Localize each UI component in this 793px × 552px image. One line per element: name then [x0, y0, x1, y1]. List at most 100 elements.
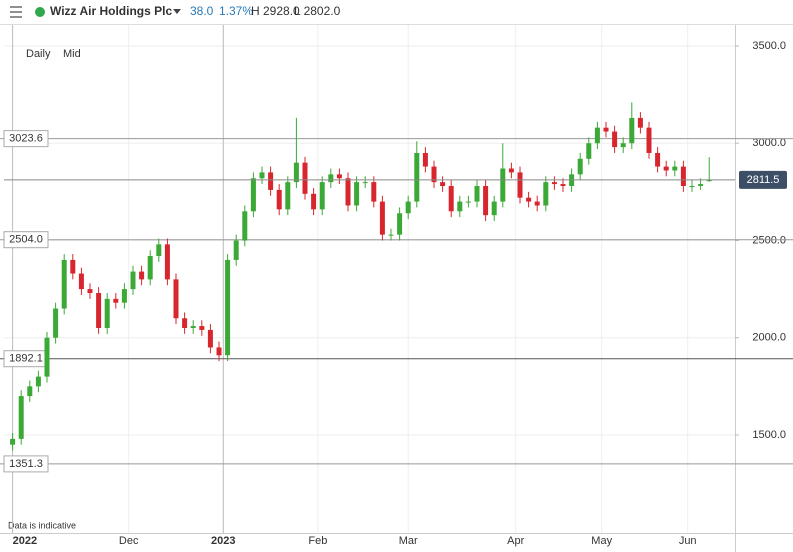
candle-body [448, 186, 454, 212]
candle-body [594, 127, 600, 144]
candle-body [379, 201, 385, 235]
price-type[interactable]: Mid [63, 48, 81, 60]
candle-body [491, 201, 497, 216]
candle-body [388, 234, 394, 236]
candle-body [457, 201, 463, 212]
candle-body [182, 318, 188, 328]
candle-body [336, 174, 342, 179]
candle-body [276, 189, 282, 210]
candle-body [637, 117, 643, 128]
change-pct: 1.37% [219, 4, 253, 18]
candle-body [698, 184, 704, 187]
candle-body [216, 347, 222, 356]
level-label-box [3, 455, 49, 473]
last-price-box [739, 170, 787, 189]
candle-body [483, 186, 489, 216]
level-label-box [3, 231, 49, 249]
candle-body [285, 182, 291, 210]
last-price-label: 2811.5 [747, 174, 780, 186]
menu-icon[interactable] [10, 6, 22, 18]
candle-body [534, 201, 540, 206]
candle-body [431, 166, 437, 183]
candle-body [78, 273, 84, 290]
x-tick-label: 2023 [211, 535, 235, 547]
candle-body [500, 168, 506, 202]
candle-body [35, 376, 41, 387]
candle-body [293, 162, 299, 183]
candle-body [121, 289, 127, 303]
candle-body [646, 127, 652, 153]
candle-body [156, 244, 162, 257]
level-label: 1892.1 [9, 353, 43, 365]
candle-body [130, 271, 136, 290]
candle-body [207, 329, 213, 348]
candle-body [104, 298, 110, 328]
candle-body [354, 182, 360, 206]
candle-body [302, 162, 308, 194]
level-label-box [3, 130, 49, 148]
interval[interactable]: Daily [26, 48, 51, 60]
candle-body [551, 182, 557, 185]
dropdown-arrow[interactable] [173, 9, 181, 14]
x-tick-label: Apr [507, 535, 524, 547]
y-tick-label: 1500.0 [752, 429, 786, 441]
candle-body [362, 182, 368, 184]
candle-body [517, 172, 523, 198]
status-dot [35, 7, 45, 17]
candle-body [577, 158, 583, 175]
candle-body [27, 386, 33, 397]
x-tick-label: Dec [119, 535, 139, 547]
candle-body [173, 279, 179, 319]
candle-body [311, 193, 317, 210]
candle-body [199, 326, 205, 330]
candle-body [474, 186, 480, 202]
candle-body [414, 152, 420, 202]
candle-body [629, 117, 635, 144]
y-tick-label: 3500.0 [752, 40, 786, 52]
candle-body [87, 289, 93, 293]
candle-body [10, 438, 16, 445]
candle-body [44, 337, 50, 377]
candle-body [319, 182, 325, 210]
disclaimer: Data is indicative [8, 520, 76, 530]
candle-body [612, 131, 618, 148]
x-tick-label: May [591, 535, 612, 547]
day-low: L 2802.0 [294, 4, 341, 18]
candle-body [96, 292, 102, 328]
candle-body [706, 179, 712, 182]
candle-body [663, 166, 669, 171]
y-tick-label: 2000.0 [752, 332, 786, 344]
candle-body [328, 174, 334, 183]
day-high: H 2928.0 [251, 4, 300, 18]
candle-body [508, 168, 514, 173]
candle-body [147, 256, 153, 280]
candle-body [603, 127, 609, 132]
candle-body [422, 152, 428, 167]
candle-body [53, 308, 59, 338]
candle-body [397, 213, 403, 235]
candle-body [620, 143, 626, 148]
candle-body [113, 298, 119, 303]
candle-body [526, 197, 532, 202]
candle-body [18, 396, 24, 439]
candle-body [440, 182, 446, 187]
y-tick-label: 2500.0 [752, 234, 786, 246]
y-tick-label: 3000.0 [752, 137, 786, 149]
candle-body [560, 184, 566, 187]
candle-body [242, 211, 248, 241]
candle-body [268, 172, 274, 190]
candle-body [233, 240, 239, 260]
candle-body [164, 244, 170, 280]
x-tick-label: Mar [399, 535, 418, 547]
instrument-name[interactable]: Wizz Air Holdings Plc [50, 4, 172, 18]
x-tick-label: 2022 [13, 535, 37, 547]
candle-body [586, 143, 592, 159]
level-label: 3023.6 [9, 133, 43, 145]
candle-body [139, 271, 145, 280]
candle-body [70, 259, 76, 274]
candle-body [405, 201, 411, 214]
candle-body [190, 326, 196, 328]
x-tick-label: Feb [308, 535, 327, 547]
